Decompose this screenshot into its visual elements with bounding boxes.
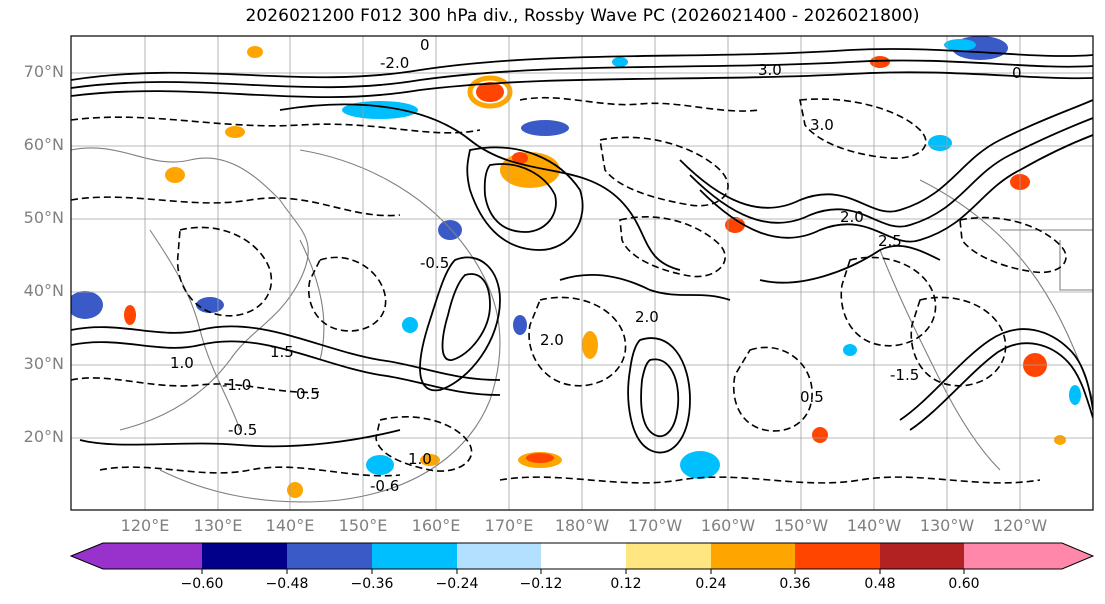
colorbar-tick-label: −0.48 xyxy=(265,576,309,592)
contour-label: 0 xyxy=(420,36,430,54)
negative-contours xyxy=(71,96,1067,484)
colorbar-tick-label: 0.36 xyxy=(779,576,811,592)
lon-label: 150°E xyxy=(338,516,388,535)
contour-label: 0.5 xyxy=(296,385,320,403)
contour-label: -0.6 xyxy=(370,477,399,495)
lat-label-20n: 20°N xyxy=(23,427,64,446)
colorbar-tick-label: −0.36 xyxy=(350,576,394,592)
colorbar-segment xyxy=(287,543,372,569)
contour-label: -0.5 xyxy=(228,421,257,439)
contour-label: 0.5 xyxy=(800,388,824,406)
contour-label: 3.0 xyxy=(810,116,834,134)
colorbar-tick-label: −0.60 xyxy=(180,576,224,592)
colorbar-extend-low xyxy=(71,543,103,569)
contour-label: -1.0 xyxy=(222,376,251,394)
colorbar-segment xyxy=(964,543,1062,569)
colorbar-segment xyxy=(626,543,711,569)
colorbar-tick-label: 0.48 xyxy=(864,576,896,592)
lon-label: 170°W xyxy=(627,516,683,535)
colorbar-segment xyxy=(457,543,541,569)
lon-label: 140°E xyxy=(265,516,315,535)
colorbar-tick-label: −0.12 xyxy=(519,576,563,592)
coastlines xyxy=(71,147,1093,503)
lon-label: 170°E xyxy=(484,516,534,535)
lat-label-50n: 50°N xyxy=(23,208,64,227)
lon-label: 120°W xyxy=(992,516,1048,535)
lon-label: 150°W xyxy=(773,516,829,535)
contour-label: 1.0 xyxy=(170,354,194,372)
positive-contours xyxy=(71,48,1093,454)
contour-label: 2.5 xyxy=(878,232,902,250)
lon-label: 130°E xyxy=(193,516,243,535)
contour-label: 1.0 xyxy=(408,450,432,468)
colorbar-segment xyxy=(541,543,626,569)
contour-label: 2.0 xyxy=(635,308,659,326)
figure-title: 2026021200 F012 300 hPa div., Rossby Wav… xyxy=(245,6,920,26)
lat-label-30n: 30°N xyxy=(23,354,64,373)
colorbar xyxy=(69,542,1095,574)
lat-label-70n: 70°N xyxy=(23,62,64,81)
contour-label: 0 xyxy=(1012,64,1022,82)
lon-label: 160°E xyxy=(411,516,461,535)
colorbar-segment xyxy=(795,543,880,569)
lat-label-60n: 60°N xyxy=(23,135,64,154)
contour-label: -0.5 xyxy=(420,254,449,272)
lon-label: 130°W xyxy=(919,516,975,535)
colorbar-extend-high xyxy=(1062,543,1093,569)
colorbar-tick-label: −0.24 xyxy=(435,576,479,592)
colorbar-segment xyxy=(103,543,202,569)
map-frame xyxy=(70,35,1094,511)
colorbar-tick-label: 0.12 xyxy=(610,576,642,592)
colorbar-tick-label: 0.60 xyxy=(948,576,980,592)
contour-label: 1.5 xyxy=(270,343,294,361)
lat-label-40n: 40°N xyxy=(23,281,64,300)
contour-label: 2.0 xyxy=(840,208,864,226)
graticule xyxy=(71,36,1093,510)
colorbar-segment xyxy=(711,543,795,569)
colorbar-segment xyxy=(372,543,457,569)
contour-label: 2.0 xyxy=(540,331,564,349)
colorbar-outline xyxy=(69,542,1095,570)
lon-label: 140°W xyxy=(846,516,902,535)
colorbar-segment xyxy=(202,543,287,569)
lon-label: 160°W xyxy=(700,516,756,535)
lon-label: 120°E xyxy=(120,516,170,535)
contour-label: -2.0 xyxy=(380,54,409,72)
colorbar-segment xyxy=(880,543,964,569)
contour-labels: 2.0 0 -0.5 1.0 3.0 -2.0 1.5 -1.5 2.5 -1.… xyxy=(170,36,1022,495)
contour-label: -1.5 xyxy=(890,366,919,384)
lon-label: 180°W xyxy=(554,516,610,535)
contour-label: 3.0 xyxy=(758,61,782,79)
colorbar-tick-label: 0.24 xyxy=(695,576,727,592)
